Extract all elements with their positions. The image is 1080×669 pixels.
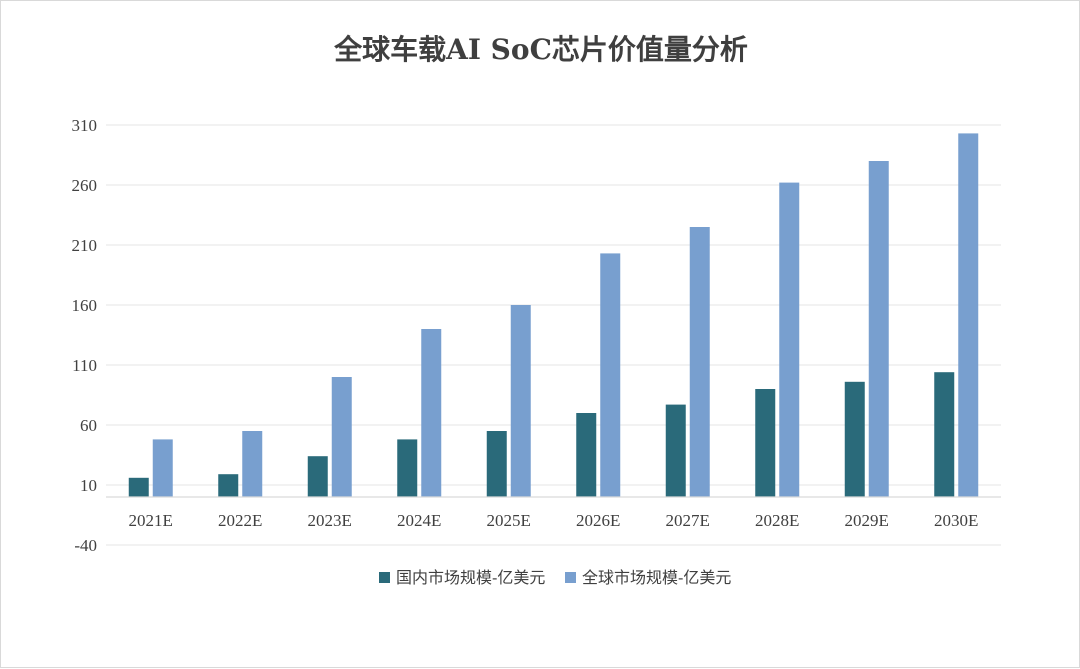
chart-title: 全球车载AI SoC芯片价值量分析 [333, 33, 748, 66]
legend-swatch [379, 572, 390, 583]
bar-domestic-2027E [665, 404, 686, 497]
x-tick-label: 2021E [129, 511, 173, 530]
y-tick-label: 10 [80, 476, 97, 495]
x-tick-label: 2023E [308, 511, 352, 530]
bar-domestic-2029E [844, 381, 865, 497]
x-axis-tick-labels: 2021E 2022E 2023E 2024E 2025E 2026E 2027E 2028E… [129, 511, 979, 530]
x-tick-label: 2029E [845, 511, 889, 530]
bar-global-2025E [510, 305, 531, 497]
x-tick-label: 2028E [755, 511, 799, 530]
bar-domestic-2022E [218, 474, 239, 497]
x-tick-label: 2024E [397, 511, 441, 530]
bar-global-2029E [868, 161, 889, 497]
y-axis-tick-labels: 310 260 210 160 110 60 10 -40 [72, 116, 98, 555]
bar-domestic-2030E [934, 372, 955, 497]
y-tick-label: 260 [72, 176, 98, 195]
legend-label: 全球市场规模-亿美元 [582, 568, 731, 587]
x-tick-label: 2022E [218, 511, 262, 530]
bar-global-2030E [958, 133, 979, 497]
x-tick-label: 2027E [666, 511, 710, 530]
x-tick-label: 2025E [487, 511, 531, 530]
gridlines [106, 124, 1001, 546]
bar-domestic-2025E [486, 431, 507, 497]
bar-global-2026E [600, 253, 621, 497]
y-tick-label: 110 [72, 356, 97, 375]
x-tick-label: 2030E [934, 511, 978, 530]
legend-swatch [565, 572, 576, 583]
x-tick-label: 2026E [576, 511, 620, 530]
bar-domestic-2021E [128, 477, 149, 497]
bar-domestic-2024E [397, 439, 418, 497]
y-tick-label: 60 [80, 416, 97, 435]
bar-domestic-2026E [576, 413, 597, 497]
y-tick-label: -40 [74, 536, 97, 555]
y-tick-label: 210 [72, 236, 98, 255]
y-tick-label: 310 [72, 116, 98, 135]
legend-label: 国内市场规模-亿美元 [396, 568, 545, 587]
bar-global-2024E [421, 329, 442, 497]
legend: 国内市场规模-亿美元 全球市场规模-亿美元 [379, 568, 731, 587]
bar-global-2027E [689, 227, 710, 497]
bar-global-2028E [779, 182, 800, 497]
bar-global-2022E [242, 431, 263, 497]
y-tick-label: 160 [72, 296, 98, 315]
bar-domestic-2028E [755, 389, 776, 497]
bar-domestic-2023E [307, 456, 328, 497]
bar-global-2023E [331, 377, 352, 497]
bar-global-2021E [152, 439, 173, 497]
bars [128, 133, 979, 497]
